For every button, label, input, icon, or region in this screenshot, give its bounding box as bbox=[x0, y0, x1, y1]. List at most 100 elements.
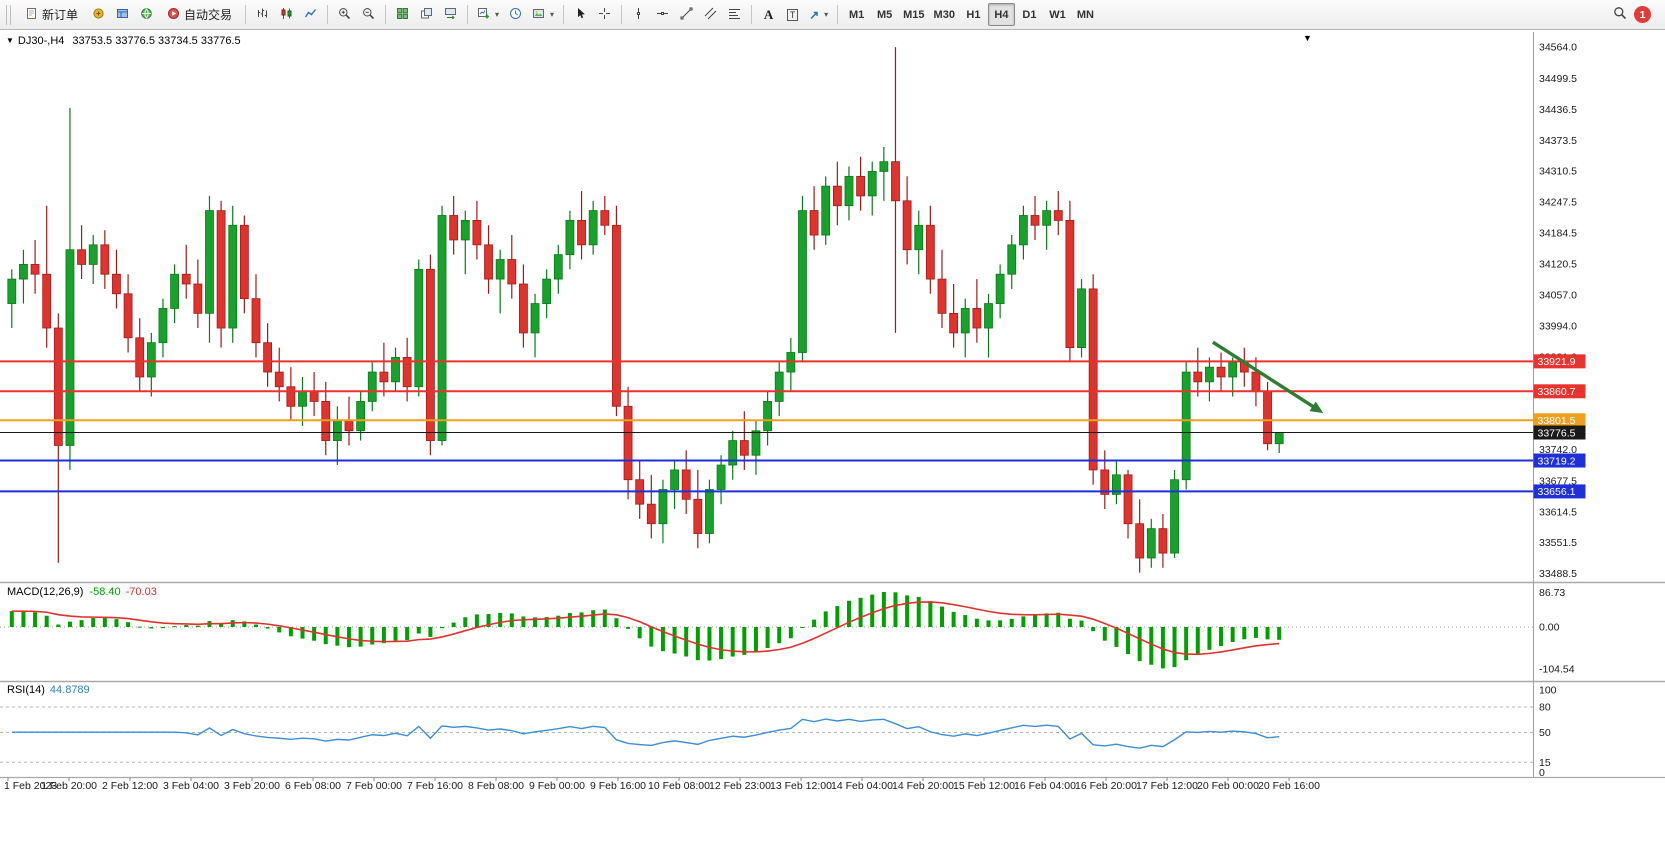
svg-text:50: 50 bbox=[1539, 727, 1551, 739]
price-tag-33921.9 bbox=[1533, 354, 1586, 369]
timeframe-d1-button[interactable]: D1 bbox=[1016, 3, 1043, 26]
horizontal-line-tool-button[interactable] bbox=[651, 3, 674, 26]
fibonacci-icon bbox=[728, 7, 741, 23]
crosshair-icon bbox=[598, 7, 611, 23]
timeframe-h1-button[interactable]: H1 bbox=[960, 3, 987, 26]
line-chart-button[interactable] bbox=[299, 3, 322, 26]
main-toolbar: 新订单 自动交易 ▾ bbox=[0, 0, 1665, 30]
tile-windows-button[interactable] bbox=[391, 3, 414, 26]
market-watch-icon bbox=[92, 7, 105, 23]
cursor-icon bbox=[574, 7, 587, 23]
svg-text:20 Feb 00:00: 20 Feb 00:00 bbox=[1197, 780, 1259, 792]
svg-text:9 Feb 16:00: 9 Feb 16:00 bbox=[590, 780, 646, 792]
toolbar-separator bbox=[385, 5, 387, 24]
cascade-windows-icon bbox=[420, 7, 433, 23]
toolbar-separator bbox=[621, 5, 623, 24]
candlestick-chart-button[interactable] bbox=[275, 3, 298, 26]
horizontal-line-icon bbox=[656, 7, 669, 23]
cursor-tool-button[interactable] bbox=[569, 3, 592, 26]
channel-tool-button[interactable] bbox=[699, 3, 722, 26]
trendline-tool-button[interactable] bbox=[675, 3, 698, 26]
svg-text:34373.5: 34373.5 bbox=[1539, 135, 1577, 147]
new-chart-button[interactable]: ▾ bbox=[473, 3, 503, 26]
search-button[interactable] bbox=[1608, 3, 1631, 26]
candles-layer bbox=[7, 47, 1284, 573]
dropdown-caret-icon: ▾ bbox=[495, 10, 500, 19]
toolbar-separator bbox=[563, 5, 565, 24]
bar-chart-icon bbox=[256, 7, 269, 23]
data-window-button[interactable] bbox=[111, 3, 134, 26]
svg-text:17 Feb 12:00: 17 Feb 12:00 bbox=[1136, 780, 1198, 792]
data-window-icon bbox=[116, 7, 129, 23]
svg-text:33801.5: 33801.5 bbox=[1538, 415, 1576, 427]
auto-trading-icon bbox=[167, 7, 180, 23]
svg-text:8 Feb 08:00: 8 Feb 08:00 bbox=[468, 780, 524, 792]
price-tag-33860.7 bbox=[1533, 384, 1586, 399]
svg-text:34499.5: 34499.5 bbox=[1539, 73, 1577, 85]
timeframe-m30-button[interactable]: M30 bbox=[930, 3, 959, 26]
cascade-windows-button[interactable] bbox=[415, 3, 438, 26]
template-button[interactable]: ▾ bbox=[528, 3, 558, 26]
zoom-out-button[interactable] bbox=[357, 3, 380, 26]
text-tool-button[interactable]: A bbox=[757, 3, 780, 26]
svg-text:3 Feb 04:00: 3 Feb 04:00 bbox=[163, 780, 219, 792]
svg-text:7 Feb 00:00: 7 Feb 00:00 bbox=[346, 780, 402, 792]
macd-panel bbox=[0, 592, 1534, 669]
svg-text:33860.7: 33860.7 bbox=[1538, 386, 1576, 398]
timeframe-w1-button[interactable]: W1 bbox=[1044, 3, 1071, 26]
period-clock-button[interactable] bbox=[504, 3, 527, 26]
dropdown-caret-icon: ▾ bbox=[824, 10, 829, 19]
svg-text:9 Feb 00:00: 9 Feb 00:00 bbox=[529, 780, 585, 792]
svg-text:33551.5: 33551.5 bbox=[1539, 537, 1577, 549]
new-order-icon bbox=[25, 7, 38, 23]
price-tag-33801.5 bbox=[1533, 413, 1586, 428]
zoom-in-icon bbox=[338, 7, 351, 23]
zoom-in-button[interactable] bbox=[333, 3, 356, 26]
text-tool-icon: A bbox=[763, 6, 774, 22]
arrows-tool-button[interactable]: ↗ ▾ bbox=[805, 3, 832, 26]
template-image-icon bbox=[532, 7, 545, 23]
label-tool-icon: T bbox=[786, 8, 799, 21]
svg-text:0.00: 0.00 bbox=[1539, 622, 1560, 634]
arrow-tool-icon: ↗ bbox=[809, 7, 820, 22]
macd-signal-line bbox=[11, 601, 1280, 656]
tile-windows-icon bbox=[396, 7, 409, 23]
svg-text:6 Feb 08:00: 6 Feb 08:00 bbox=[285, 780, 341, 792]
fibonacci-tool-button[interactable] bbox=[723, 3, 746, 26]
svg-text:16 Feb 04:00: 16 Feb 04:00 bbox=[1014, 780, 1076, 792]
toolbar-grip[interactable] bbox=[6, 4, 11, 25]
svg-text:14 Feb 04:00: 14 Feb 04:00 bbox=[831, 780, 893, 792]
toolbar-separator bbox=[467, 5, 469, 24]
line-chart-icon bbox=[304, 7, 317, 23]
svg-text:7 Feb 16:00: 7 Feb 16:00 bbox=[407, 780, 463, 792]
timeframe-m1-button[interactable]: M1 bbox=[843, 3, 870, 26]
label-tool-button[interactable]: T bbox=[781, 3, 804, 26]
arrange-windows-icon bbox=[444, 7, 457, 23]
navigator-button[interactable] bbox=[135, 3, 158, 26]
toolbar-separator bbox=[245, 5, 247, 24]
market-watch-button[interactable] bbox=[87, 3, 110, 26]
trend-arrow-annotation[interactable] bbox=[1211, 340, 1324, 414]
timeframe-mn-button[interactable]: MN bbox=[1072, 3, 1099, 26]
new-order-button[interactable]: 新订单 bbox=[17, 3, 86, 26]
bar-chart-button[interactable] bbox=[251, 3, 274, 26]
chart-canvas[interactable] bbox=[0, 30, 1665, 846]
svg-text:33921.9: 33921.9 bbox=[1538, 356, 1576, 368]
arrange-windows-button[interactable] bbox=[439, 3, 462, 26]
svg-text:10 Feb 08:00: 10 Feb 08:00 bbox=[648, 780, 710, 792]
auto-trading-button[interactable]: 自动交易 bbox=[159, 3, 240, 26]
timeframe-h4-button[interactable]: H4 bbox=[987, 3, 1015, 26]
timeframe-m15-button[interactable]: M15 bbox=[899, 3, 928, 26]
svg-text:34184.5: 34184.5 bbox=[1539, 227, 1577, 239]
price-axis[interactable]: 34564.0 34499.5 34436.5 34373.5 34310.5 34247… bbox=[1533, 32, 1586, 779]
timeframe-m5-button[interactable]: M5 bbox=[871, 3, 898, 26]
svg-text:33719.2: 33719.2 bbox=[1538, 455, 1576, 467]
vertical-line-icon bbox=[632, 7, 645, 23]
price-tag-33656.1 bbox=[1533, 484, 1586, 499]
search-icon bbox=[1613, 6, 1627, 23]
vertical-line-tool-button[interactable] bbox=[627, 3, 650, 26]
crosshair-tool-button[interactable] bbox=[593, 3, 616, 26]
notification-badge[interactable]: 1 bbox=[1634, 6, 1651, 23]
